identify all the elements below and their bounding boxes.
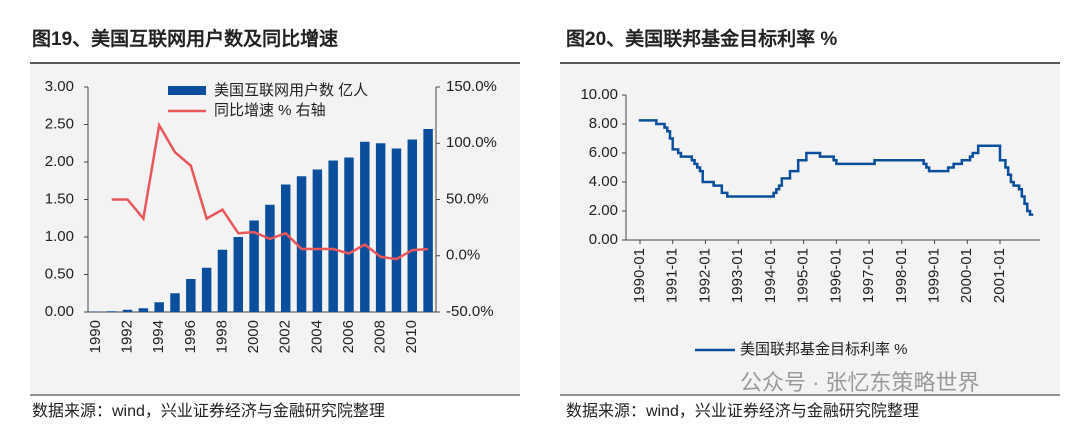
bar bbox=[360, 141, 370, 312]
x-tick-label: 1996-01 bbox=[827, 248, 844, 303]
bar bbox=[106, 311, 117, 312]
y-tick-label: 2.50 bbox=[45, 115, 74, 132]
bar bbox=[296, 176, 307, 312]
source: 数据来源：wind，兴业证券经济与金融研究院整理 bbox=[566, 402, 919, 420]
bar bbox=[407, 139, 418, 312]
bar bbox=[201, 267, 212, 312]
x-tick-label: 2001-01 bbox=[991, 248, 1008, 303]
x-tick-label: 1998 bbox=[213, 320, 230, 353]
bar bbox=[186, 279, 196, 312]
legend-label: 美国互联网用户数 亿人 bbox=[214, 82, 368, 99]
x-tick-label: 2002 bbox=[277, 320, 294, 353]
bar bbox=[265, 204, 275, 312]
x-tick-label: 2000 bbox=[245, 320, 262, 353]
y-tick-label: 2.00 bbox=[45, 153, 74, 170]
bar bbox=[122, 309, 133, 312]
bar bbox=[328, 160, 338, 312]
x-tick-label: 1993-01 bbox=[729, 248, 746, 303]
y2-tick-label: 50.0% bbox=[446, 190, 489, 207]
chart-title: 图19、美国互联网用户数及同比增速 bbox=[32, 27, 338, 50]
x-tick-label: 1999-01 bbox=[926, 248, 943, 303]
chart-title: 图20、美国联邦基金目标利率 % bbox=[566, 27, 837, 50]
x-tick-label: 1991-01 bbox=[664, 248, 681, 303]
x-tick-label: 1994-01 bbox=[762, 248, 779, 303]
bar bbox=[391, 148, 402, 312]
y-tick-label: 10.00 bbox=[580, 86, 618, 103]
x-tick-label: 1997-01 bbox=[860, 248, 877, 303]
x-tick-label: 2000-01 bbox=[958, 248, 975, 303]
x-tick-label: 1994 bbox=[150, 320, 167, 353]
x-tick-label: 1998-01 bbox=[893, 248, 910, 303]
x-tick-label: 2006 bbox=[340, 320, 357, 353]
x-tick-label: 2010 bbox=[403, 320, 420, 353]
y-tick-label: 0.00 bbox=[589, 231, 618, 248]
x-tick-label: 1996 bbox=[182, 320, 199, 353]
y-tick-label: 1.00 bbox=[45, 228, 74, 245]
y-tick-label: 4.00 bbox=[589, 173, 618, 190]
bar bbox=[233, 237, 244, 312]
bar bbox=[154, 302, 164, 312]
source: 数据来源：wind，兴业证券经济与金融研究院整理 bbox=[32, 402, 385, 420]
bar bbox=[138, 308, 149, 312]
y2-tick-label: 150.0% bbox=[446, 78, 497, 95]
x-tick-label: 1992-01 bbox=[696, 248, 713, 303]
panel bbox=[560, 64, 1060, 394]
bar bbox=[280, 184, 291, 312]
x-tick-label: 1990 bbox=[87, 320, 104, 353]
y-tick-label: 6.00 bbox=[589, 144, 618, 161]
y-tick-label: 1.50 bbox=[45, 190, 74, 207]
x-tick-label: 1992 bbox=[119, 320, 136, 353]
y-tick-label: 3.00 bbox=[45, 78, 74, 95]
bar bbox=[312, 169, 323, 312]
bar bbox=[249, 220, 259, 312]
x-tick-label: 2008 bbox=[372, 320, 389, 353]
legend-label: 美国联邦基金目标利率 % bbox=[740, 341, 908, 358]
y2-tick-label: 0.0% bbox=[446, 247, 480, 264]
y2-tick-label: 100.0% bbox=[446, 134, 497, 151]
bar bbox=[423, 129, 433, 312]
bar bbox=[170, 293, 180, 312]
legend-label: 同比增速 % 右轴 bbox=[214, 102, 326, 119]
y-tick-label: 0.50 bbox=[45, 265, 74, 282]
line bbox=[111, 121, 429, 261]
legend-swatch bbox=[168, 86, 206, 95]
x-tick-label: 1990-01 bbox=[631, 248, 648, 303]
x-tick-label: 1995-01 bbox=[795, 248, 812, 303]
y2-tick-label: -50.0% bbox=[446, 303, 494, 320]
panel bbox=[30, 64, 520, 394]
bar bbox=[217, 249, 228, 312]
bar bbox=[344, 157, 354, 312]
x-tick-label: 2004 bbox=[308, 320, 325, 353]
y-tick-label: 0.00 bbox=[45, 303, 74, 320]
bar bbox=[375, 143, 386, 312]
y-tick-label: 2.00 bbox=[589, 202, 618, 219]
y-tick-label: 8.00 bbox=[589, 115, 618, 132]
watermark: 公众号 · 张忆东策略世界 bbox=[740, 370, 980, 395]
